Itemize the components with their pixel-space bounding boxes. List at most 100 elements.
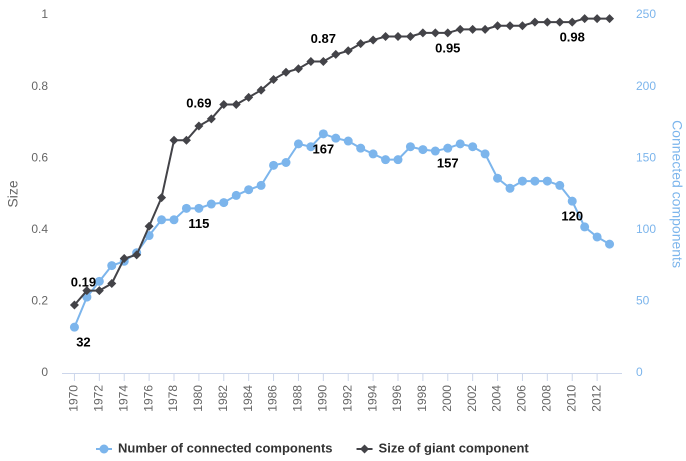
data-label: 167	[312, 141, 334, 156]
x-tick-label: 1976	[141, 385, 155, 412]
x-tick-label: 1992	[340, 385, 354, 412]
y2-tick-label: 0	[636, 365, 643, 379]
legend-label[interactable]: Size of giant component	[379, 440, 530, 455]
point	[281, 157, 291, 167]
point	[318, 129, 328, 139]
point	[119, 253, 129, 263]
point	[443, 143, 453, 153]
point	[269, 160, 279, 170]
point	[132, 250, 142, 260]
point	[418, 28, 428, 38]
point	[107, 261, 117, 271]
x-tick-label: 1996	[390, 385, 404, 412]
x-tick-label: 2010	[564, 385, 578, 412]
point	[468, 142, 478, 152]
point	[331, 49, 341, 59]
point	[381, 155, 391, 165]
point	[69, 300, 79, 310]
x-tick-label: 1980	[191, 385, 205, 412]
point	[505, 183, 515, 193]
x-tick-label: 1970	[67, 385, 81, 412]
point	[430, 146, 440, 156]
data-label: 115	[188, 216, 209, 231]
data-label: 0.19	[71, 274, 96, 289]
point	[530, 176, 540, 186]
x-tick-label: 1978	[166, 385, 180, 412]
point	[256, 180, 266, 190]
point	[517, 21, 527, 31]
point	[256, 85, 266, 95]
point	[493, 21, 503, 31]
series-line	[73, 132, 611, 328]
point	[393, 155, 403, 165]
data-label: 120	[561, 209, 583, 224]
point	[580, 222, 590, 232]
point	[169, 215, 179, 225]
point	[206, 114, 216, 124]
point	[505, 21, 515, 31]
data-label: 0.95	[435, 40, 460, 55]
point	[567, 17, 577, 27]
y2-tick-label: 200	[636, 79, 656, 93]
x-tick-label: 2006	[515, 385, 529, 412]
legend-marker	[360, 444, 370, 454]
point	[331, 133, 341, 143]
point	[293, 139, 303, 149]
point	[144, 221, 154, 231]
y2-axis-title: Connected components	[669, 120, 685, 268]
x-tick-label: 2008	[540, 385, 554, 412]
y-tick-label: 0.8	[31, 79, 48, 93]
point	[455, 24, 465, 34]
point	[455, 139, 465, 149]
point	[580, 14, 590, 24]
point	[592, 232, 602, 242]
x-tick-label: 1972	[92, 385, 106, 412]
point	[393, 31, 403, 41]
point	[181, 203, 191, 213]
point	[231, 190, 241, 200]
point	[157, 193, 167, 203]
data-label: 157	[437, 156, 459, 171]
point	[281, 67, 291, 77]
point	[94, 276, 104, 286]
point	[343, 46, 353, 56]
y2-tick-label: 50	[636, 294, 650, 308]
point	[194, 121, 204, 131]
x-tick-label: 1988	[291, 385, 305, 412]
point	[405, 31, 415, 41]
series-line	[73, 17, 610, 306]
x-tick-label: 1990	[316, 385, 330, 412]
x-tick-label: 1986	[266, 385, 280, 412]
data-label: 0.87	[311, 31, 336, 46]
point	[555, 17, 565, 27]
point	[605, 239, 615, 249]
y-tick-label: 0.6	[31, 150, 48, 164]
point	[82, 292, 92, 302]
point	[244, 185, 254, 195]
point	[219, 198, 229, 208]
data-label: 0.69	[186, 95, 211, 110]
legend-marker	[99, 444, 109, 454]
point	[542, 17, 552, 27]
point	[244, 92, 254, 102]
point	[480, 149, 490, 159]
point	[555, 180, 565, 190]
point	[542, 176, 552, 186]
x-tick-label: 1994	[365, 385, 379, 412]
x-tick-label: 2002	[465, 385, 479, 412]
point	[94, 286, 104, 296]
x-tick-label: 1974	[116, 385, 130, 412]
y-axis-title: Size	[5, 180, 21, 207]
point	[293, 64, 303, 74]
point	[306, 142, 316, 152]
point	[381, 31, 391, 41]
point	[430, 28, 440, 38]
legend-label[interactable]: Number of connected components	[118, 440, 333, 455]
point	[368, 149, 378, 159]
x-tick-label: 2012	[589, 385, 603, 412]
point	[206, 199, 216, 209]
point	[592, 14, 602, 24]
point	[405, 142, 415, 152]
point	[493, 173, 503, 183]
